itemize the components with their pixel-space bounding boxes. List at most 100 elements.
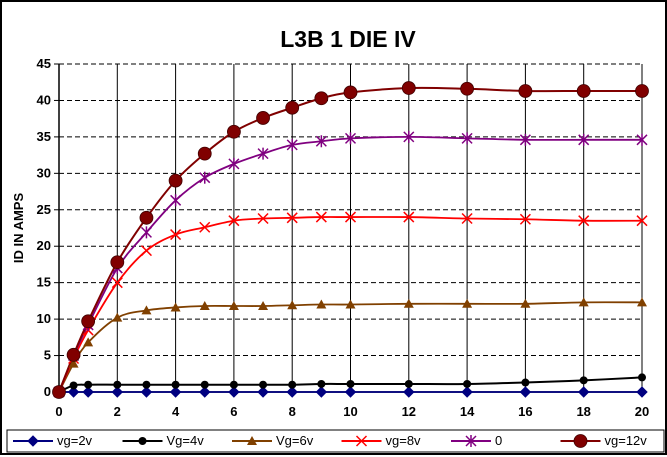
axes: 0 5 10 15 20 25 30 35 40 45 0 2 4 6 8 10 12 14 16 18 20 [37,56,650,419]
data-point [141,305,152,315]
y-tick-label: 40 [37,92,51,107]
data-point [66,347,81,362]
data-point [403,211,415,223]
data-point [638,373,646,382]
data-point [112,312,123,322]
data-point [140,386,153,398]
data-point [637,297,647,307]
data-point [52,385,66,399]
data-point [403,386,415,398]
data-point [288,380,297,389]
data-point [636,386,648,398]
data-point [461,212,473,225]
data-point [83,337,94,347]
data-point [346,379,355,388]
data-point [199,300,210,310]
data-point [200,380,209,389]
data-point [82,386,94,398]
data-point [170,229,182,241]
data-point [520,298,531,308]
legend-label: Vg=6v [276,433,314,448]
data-point [636,215,648,227]
data-point [521,378,530,387]
data-point [343,85,358,100]
data-point [403,298,414,308]
data-point [228,300,239,310]
legend-marker [573,434,588,448]
data-point [519,213,531,225]
data-point [139,210,154,225]
legend-label: 0 [495,433,502,448]
series-lines [52,81,649,399]
y-axis-label: ID IN AMPS [11,193,26,264]
data-point [197,146,212,161]
data-point [286,212,298,224]
data-point [401,81,416,95]
data-point [170,302,181,312]
data-point [578,133,590,146]
data-point [199,386,211,398]
y-tick-label: 45 [37,56,51,71]
data-point [81,314,96,329]
data-point [199,171,211,184]
data-point [228,215,240,227]
data-point [403,130,415,143]
data-point [576,84,591,98]
legend-marker [138,437,147,445]
data-point [577,386,590,398]
data-point [110,255,125,270]
data-point [69,381,78,390]
legend-label: vg=12v [605,433,648,448]
data-point [463,379,472,388]
data-point [404,379,413,388]
x-tick-label: 2 [114,404,121,419]
legend-label: vg=8v [386,433,422,448]
legend-label: vg=2v [57,433,93,448]
chart-title: L3B 1 DIE IV [280,26,416,52]
data-point [256,111,270,125]
legend-label: Vg=4v [167,433,205,448]
x-tick-label: 0 [55,404,62,419]
data-point [579,376,588,385]
data-point [316,299,327,309]
data-point [315,135,327,148]
data-point [578,215,590,227]
data-point [111,277,123,289]
x-tick-label: 20 [635,404,649,419]
data-point [111,386,124,398]
data-point [344,386,357,398]
data-point [518,84,533,98]
data-point [344,211,357,223]
x-tick-label: 10 [343,404,357,419]
data-point [635,84,649,98]
data-point [140,226,152,239]
data-point [259,380,268,389]
data-point [345,299,356,309]
data-point [286,386,298,398]
data-point [315,211,327,223]
data-point [168,173,183,188]
data-point [228,157,240,170]
data-point [519,386,532,398]
y-tick-label: 0 [44,384,51,399]
data-point [170,194,182,207]
y-tick-label: 30 [37,165,51,180]
legend-box [6,429,665,453]
y-tick-label: 5 [44,348,51,363]
data-point [285,100,300,115]
data-point [140,245,152,257]
data-point [287,300,298,310]
y-tick-label: 10 [37,311,51,326]
data-point [315,386,328,398]
data-point [257,212,269,225]
x-tick-label: 12 [402,404,416,419]
legend-marker [465,435,477,447]
x-tick-label: 14 [460,404,475,419]
data-point [68,358,79,368]
legend-marker [355,435,368,447]
data-point [286,138,298,151]
data-point [171,380,180,389]
data-point [519,133,531,146]
data-point [257,147,269,160]
